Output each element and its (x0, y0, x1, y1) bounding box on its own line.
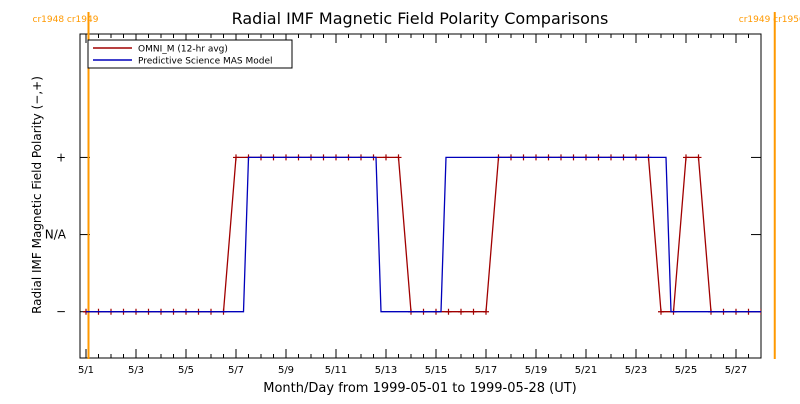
data-point (483, 309, 489, 315)
series-line (86, 157, 781, 311)
x-tick-label: 5/21 (575, 365, 597, 376)
x-tick-label: 5/19 (525, 365, 547, 376)
data-point (396, 154, 402, 160)
data-point (458, 309, 464, 315)
legend-label: OMNI_M (12-hr avg) (138, 45, 228, 55)
series-1 (83, 154, 784, 314)
data-point (696, 154, 702, 160)
series-2 (86, 157, 776, 311)
x-axis-label: Month/Day from 1999-05-01 to 1999-05-28 … (263, 381, 576, 396)
x-tick-label: 5/23 (625, 365, 647, 376)
chart-title: Radial IMF Magnetic Field Polarity Compa… (232, 9, 609, 28)
y-tick-label: − (56, 305, 66, 319)
series-layer (83, 154, 784, 314)
x-tick-label: 5/3 (128, 365, 144, 376)
legend: OMNI_M (12-hr avg) Predictive Science MAS… (88, 40, 292, 68)
y-tick-label: + (56, 150, 66, 164)
x-tick-label: 5/15 (425, 365, 447, 376)
carrington-label: cr1949 cr1950 (739, 15, 800, 25)
legend-label: Predictive Science MAS Model (138, 57, 273, 67)
y-tick-label: N/A (45, 228, 67, 242)
data-point (233, 154, 239, 160)
y-axis-label: Radial IMF Magnetic Field Polarity (−,+) (30, 76, 44, 314)
data-point (778, 309, 784, 315)
x-tick-label: 5/5 (178, 365, 194, 376)
x-tick-label: 5/17 (475, 365, 497, 376)
data-point (658, 309, 664, 315)
x-tick-label: 5/25 (675, 365, 697, 376)
data-point (471, 309, 477, 315)
x-tick-label: 5/1 (78, 365, 94, 376)
plot-frame (80, 34, 761, 358)
data-point (683, 154, 689, 160)
data-point (446, 309, 452, 315)
x-tick-label: 5/13 (375, 365, 397, 376)
x-tick-label: 5/27 (725, 365, 747, 376)
x-tick-label: 5/7 (228, 365, 244, 376)
carrington-label: cr1948 cr1949 (33, 15, 99, 25)
x-tick-label: 5/11 (325, 365, 347, 376)
data-point (383, 154, 389, 160)
series-line (86, 157, 776, 311)
x-tick-label: 5/9 (278, 365, 294, 376)
